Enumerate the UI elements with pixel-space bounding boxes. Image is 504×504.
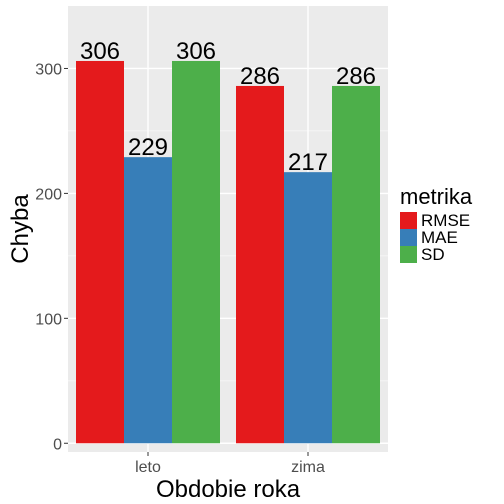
- bar-label-mae-leto: 229: [128, 134, 168, 161]
- bar-mae-leto: [124, 157, 172, 443]
- legend-key-sd: [400, 246, 417, 263]
- bar-sd-leto: [172, 61, 220, 443]
- y-axis-title: Chyba: [7, 194, 34, 264]
- bar-mae-zima: [284, 172, 332, 443]
- bar-label-rmse-leto: 306: [80, 38, 120, 65]
- y-tick-label: 100: [35, 311, 62, 328]
- bar-label-sd-zima: 286: [336, 63, 376, 90]
- y-tick-label: 300: [35, 61, 62, 78]
- bar-rmse-zima: [236, 86, 284, 443]
- legend-title: metrika: [400, 184, 473, 209]
- y-axis: 0 100 200 300: [35, 61, 68, 453]
- bar-label-mae-zima: 217: [288, 149, 328, 176]
- legend-key-mae: [400, 229, 417, 246]
- x-tick-label-zima: zima: [291, 459, 325, 476]
- legend-key-rmse: [400, 212, 417, 229]
- x-axis: leto zima: [135, 452, 325, 476]
- x-tick-label-leto: leto: [135, 459, 161, 476]
- bar-rmse-leto: [76, 61, 124, 443]
- bar-sd-zima: [332, 86, 380, 443]
- bar-label-sd-leto: 306: [176, 38, 216, 65]
- legend-label-sd: SD: [421, 245, 445, 264]
- y-tick-label: 200: [35, 186, 62, 203]
- x-axis-title: Obdobie roka: [156, 476, 301, 503]
- bar-label-rmse-zima: 286: [240, 63, 280, 90]
- y-tick-label: 0: [53, 436, 62, 453]
